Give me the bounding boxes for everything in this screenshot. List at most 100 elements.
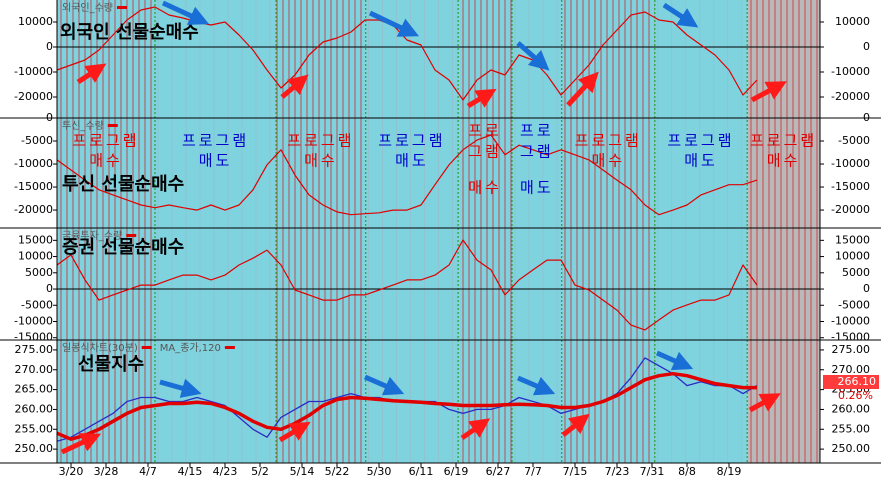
y-tick-label: -15000 <box>831 180 870 193</box>
arrow <box>748 393 781 413</box>
zone-label: 매수 <box>591 152 625 170</box>
zone-stripes <box>561 0 655 463</box>
zone-label: 프로그램 <box>72 132 139 150</box>
x-tick-label: 6/27 <box>486 465 511 478</box>
y-tick-label: 10000 <box>18 250 53 263</box>
series-line <box>56 371 757 441</box>
y-tick-label: -10000 <box>14 314 53 327</box>
plots <box>0 6 881 464</box>
y-tick-label: 15000 <box>835 233 870 246</box>
zone-label: 그램 <box>468 143 502 161</box>
y-tick-label: -15000 <box>14 331 53 344</box>
series-line <box>56 134 758 216</box>
arrow <box>566 71 599 107</box>
annotation: 선물지수 <box>78 354 144 375</box>
y-tick-label: 0 <box>46 40 53 53</box>
x-tick-label: 7/31 <box>640 465 665 478</box>
zone-label: 매수 <box>304 152 338 170</box>
y-tick-label: -5000 <box>21 134 53 147</box>
x-tick-label: 3/28 <box>94 465 119 478</box>
legend-swatch <box>141 346 152 349</box>
x-tick-label: 4/7 <box>139 465 157 478</box>
y-tick-label: 15000 <box>18 233 53 246</box>
arrow <box>159 378 202 398</box>
legend-swatch <box>107 124 118 127</box>
legend-label: 일봉식차트(30분) <box>62 342 138 354</box>
y-tick-label: 265.00 <box>15 383 54 396</box>
y-tick-label: -10000 <box>831 314 870 327</box>
annotation: 증권 선물순매수 <box>62 237 184 258</box>
y-tick-label: -20000 <box>14 203 53 216</box>
zone-label: 프로그램 <box>378 132 445 150</box>
zone-label: 그램 <box>520 143 554 161</box>
x-tick-label: 6/11 <box>409 465 434 478</box>
zone <box>365 0 459 463</box>
zone-stripes <box>747 0 820 463</box>
y-tick-label: 0 <box>863 111 870 124</box>
y-tick-label: 255.00 <box>15 422 54 435</box>
y-tick-label: -10000 <box>831 65 870 78</box>
zone-label: 프로 <box>468 122 502 140</box>
arrow <box>280 74 309 99</box>
legend-label: MA_종가,120 <box>160 342 221 354</box>
arrow <box>460 418 491 441</box>
zone-label: 매도 <box>199 152 233 170</box>
zone-label: 프로그램 <box>575 132 642 150</box>
y-tick-label: -20000 <box>14 90 53 103</box>
x-tick-label: 4/15 <box>178 465 203 478</box>
x-tick-label: 8/19 <box>717 465 742 478</box>
legend-label: 외국인_수량 <box>62 2 113 14</box>
zone <box>654 0 748 463</box>
x-tick-label: 7/7 <box>524 465 542 478</box>
zone-label: 매수 <box>89 152 123 170</box>
x-tick-label: 5/30 <box>367 465 392 478</box>
zone <box>512 0 562 463</box>
y-tick-label: 250.00 <box>15 442 54 455</box>
y-tick-label: 260.00 <box>15 402 54 415</box>
arrow <box>364 374 405 396</box>
y-tick-label: 5000 <box>25 266 53 279</box>
x-tick-label: 7/15 <box>563 465 588 478</box>
zone-label: 매도 <box>520 179 554 197</box>
arrow <box>76 63 107 85</box>
legend-swatch <box>224 346 235 349</box>
x-tick-label: 6/19 <box>444 465 469 478</box>
y-tick-label: -20000 <box>831 203 870 216</box>
zone-label: 프로그램 <box>182 132 249 150</box>
arrows <box>60 0 787 455</box>
y-tick-label: -5000 <box>21 298 53 311</box>
zone-label: 매수 <box>468 179 502 197</box>
y-tick-label: 260.00 <box>832 402 871 415</box>
y-tick-label: 255.00 <box>832 422 871 435</box>
y-tick-label: -10000 <box>831 157 870 170</box>
legend-swatch <box>117 6 127 9</box>
arrow <box>516 41 550 71</box>
arrow <box>561 413 590 437</box>
y-tick-label: 0 <box>46 111 53 124</box>
zone-label: 프로 <box>520 122 554 140</box>
y-tick-label: 270.00 <box>832 363 871 376</box>
zone-label: 프로그램 <box>287 132 354 150</box>
annotation: 외국인 선물순매수 <box>60 22 199 43</box>
legend-swatch <box>126 234 137 237</box>
zone-label: 프로그램 <box>667 132 734 150</box>
arrow <box>517 375 556 396</box>
arrow <box>368 10 420 37</box>
y-tick-label: 10000 <box>18 15 53 28</box>
annotation: 투신 선물순매수 <box>62 174 184 195</box>
last-price-box <box>823 375 879 389</box>
y-tick-label: 10000 <box>835 250 870 263</box>
zone-stripes <box>458 0 512 463</box>
arrow <box>60 433 102 455</box>
x-tick-label: 5/22 <box>325 465 350 478</box>
y-tick-label: 275.00 <box>832 343 871 356</box>
y-tick-label: -15000 <box>14 180 53 193</box>
zone-label: 매수 <box>767 152 801 170</box>
y-tick-label: -20000 <box>831 90 870 103</box>
y-tick-label: 0 <box>46 282 53 295</box>
y-tick-label: 0 <box>863 282 870 295</box>
arrow <box>278 421 311 443</box>
y-tick-label: -10000 <box>14 157 53 170</box>
